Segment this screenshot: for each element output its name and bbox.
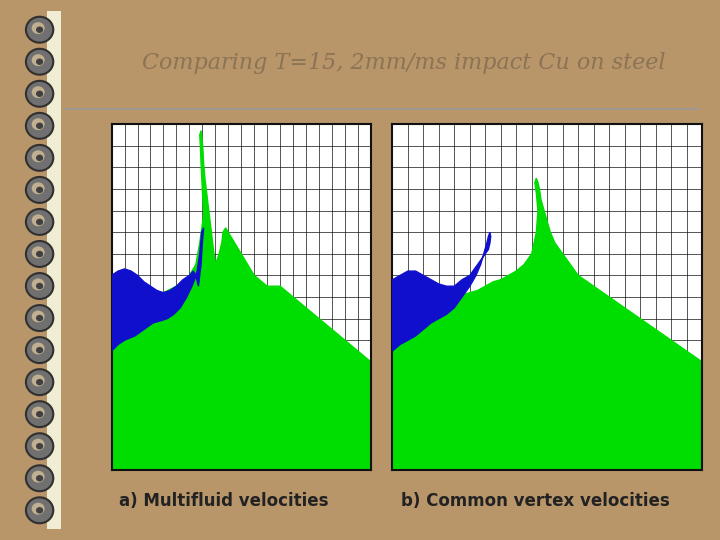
Text: a) Multifluid velocities: a) Multifluid velocities xyxy=(120,492,329,510)
Ellipse shape xyxy=(36,443,43,449)
Ellipse shape xyxy=(26,17,53,43)
Ellipse shape xyxy=(36,123,43,129)
Ellipse shape xyxy=(26,177,53,203)
Polygon shape xyxy=(112,131,371,470)
Ellipse shape xyxy=(36,91,43,97)
Ellipse shape xyxy=(36,507,43,514)
Bar xyxy=(0,0,58,540)
Ellipse shape xyxy=(26,497,53,523)
Ellipse shape xyxy=(32,279,45,291)
Ellipse shape xyxy=(26,401,53,427)
Ellipse shape xyxy=(36,251,43,257)
Ellipse shape xyxy=(36,58,43,65)
Ellipse shape xyxy=(36,154,43,161)
Text: b) Common vertex velocities: b) Common vertex velocities xyxy=(401,492,670,510)
Ellipse shape xyxy=(26,145,53,171)
Ellipse shape xyxy=(36,219,43,225)
Ellipse shape xyxy=(32,214,45,226)
Ellipse shape xyxy=(32,438,45,450)
Ellipse shape xyxy=(32,471,45,483)
Text: Comparing T=15, 2mm/ms impact Cu on steel: Comparing T=15, 2mm/ms impact Cu on stee… xyxy=(143,52,666,73)
Ellipse shape xyxy=(32,54,45,66)
Ellipse shape xyxy=(36,26,43,33)
Ellipse shape xyxy=(26,209,53,235)
Ellipse shape xyxy=(32,118,45,130)
Ellipse shape xyxy=(32,375,45,387)
Ellipse shape xyxy=(36,379,43,386)
Ellipse shape xyxy=(36,411,43,417)
Bar xyxy=(47,11,61,529)
Ellipse shape xyxy=(26,433,53,459)
Ellipse shape xyxy=(36,283,43,289)
Ellipse shape xyxy=(32,503,45,515)
Ellipse shape xyxy=(32,310,45,322)
Ellipse shape xyxy=(32,86,45,98)
Ellipse shape xyxy=(26,113,53,139)
Ellipse shape xyxy=(36,187,43,193)
Ellipse shape xyxy=(32,342,45,354)
Ellipse shape xyxy=(26,369,53,395)
Polygon shape xyxy=(392,178,702,470)
Ellipse shape xyxy=(26,273,53,299)
Ellipse shape xyxy=(32,407,45,418)
Ellipse shape xyxy=(36,347,43,353)
Ellipse shape xyxy=(32,246,45,258)
Polygon shape xyxy=(392,232,491,351)
Ellipse shape xyxy=(26,337,53,363)
Ellipse shape xyxy=(32,183,45,194)
Polygon shape xyxy=(112,228,204,351)
Ellipse shape xyxy=(32,150,45,162)
Ellipse shape xyxy=(26,241,53,267)
Ellipse shape xyxy=(26,465,53,491)
Ellipse shape xyxy=(36,315,43,321)
Ellipse shape xyxy=(26,81,53,107)
Ellipse shape xyxy=(32,22,45,34)
Ellipse shape xyxy=(36,475,43,482)
Ellipse shape xyxy=(26,305,53,331)
Ellipse shape xyxy=(26,49,53,75)
